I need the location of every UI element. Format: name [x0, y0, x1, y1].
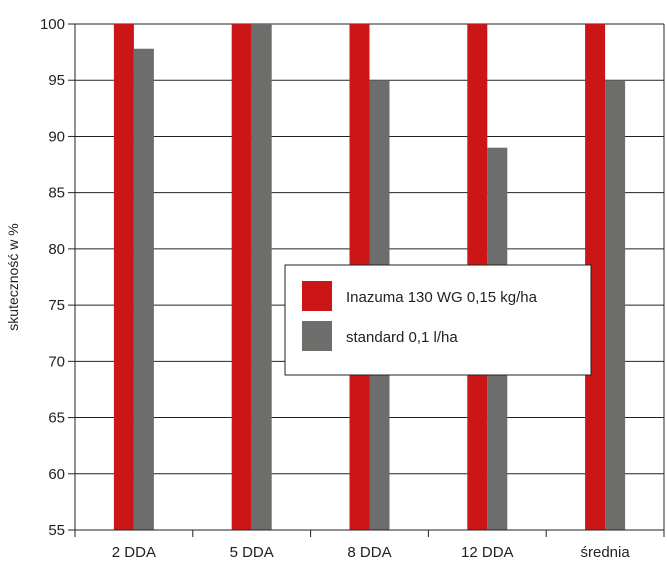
y-tick-label: 70 — [48, 353, 65, 370]
x-tick-labels: 2 DDA 5 DDA 8 DDA 12 DDA średnia — [112, 544, 631, 561]
axes — [74, 24, 665, 537]
legend-swatch-1 — [302, 321, 332, 351]
bar-standard-0 — [133, 48, 154, 530]
y-tick-label: 85 — [48, 185, 65, 202]
y-tick-label: 95 — [48, 72, 65, 89]
y-axis-title: skuteczność w % — [5, 223, 21, 330]
y-tick-label: 80 — [48, 241, 65, 258]
x-tick-label: 2 DDA — [112, 544, 156, 561]
legend-box — [284, 264, 592, 376]
legend-swatch-0 — [302, 281, 332, 311]
legend: Inazuma 130 WG 0,15 kg/ha standard 0,1 l/… — [284, 264, 592, 376]
y-tick-label: 100 — [40, 16, 65, 33]
bar-inazuma-4 — [585, 24, 606, 530]
bar-inazuma-1 — [231, 24, 252, 530]
bar-standard-4 — [605, 80, 626, 530]
x-tick-label: 5 DDA — [230, 544, 274, 561]
y-tick-labels: 55 60 65 70 75 80 85 90 95 100 — [40, 16, 65, 539]
y-tick-label: 65 — [48, 410, 65, 427]
legend-label: Inazuma 130 WG 0,15 kg/ha — [346, 289, 538, 306]
y-tick-label: 55 — [48, 522, 65, 539]
x-tick-label: 8 DDA — [347, 544, 391, 561]
y-tick-label: 90 — [48, 128, 65, 145]
bar-standard-1 — [251, 24, 272, 530]
x-tick-label: 12 DDA — [461, 544, 514, 561]
bar-inazuma-0 — [113, 24, 134, 530]
bars — [113, 24, 626, 530]
legend-label: standard 0,1 l/ha — [346, 329, 458, 346]
y-tick-label: 75 — [48, 297, 65, 314]
y-tick-label: 60 — [48, 466, 65, 483]
x-tick-label: średnia — [580, 544, 630, 561]
